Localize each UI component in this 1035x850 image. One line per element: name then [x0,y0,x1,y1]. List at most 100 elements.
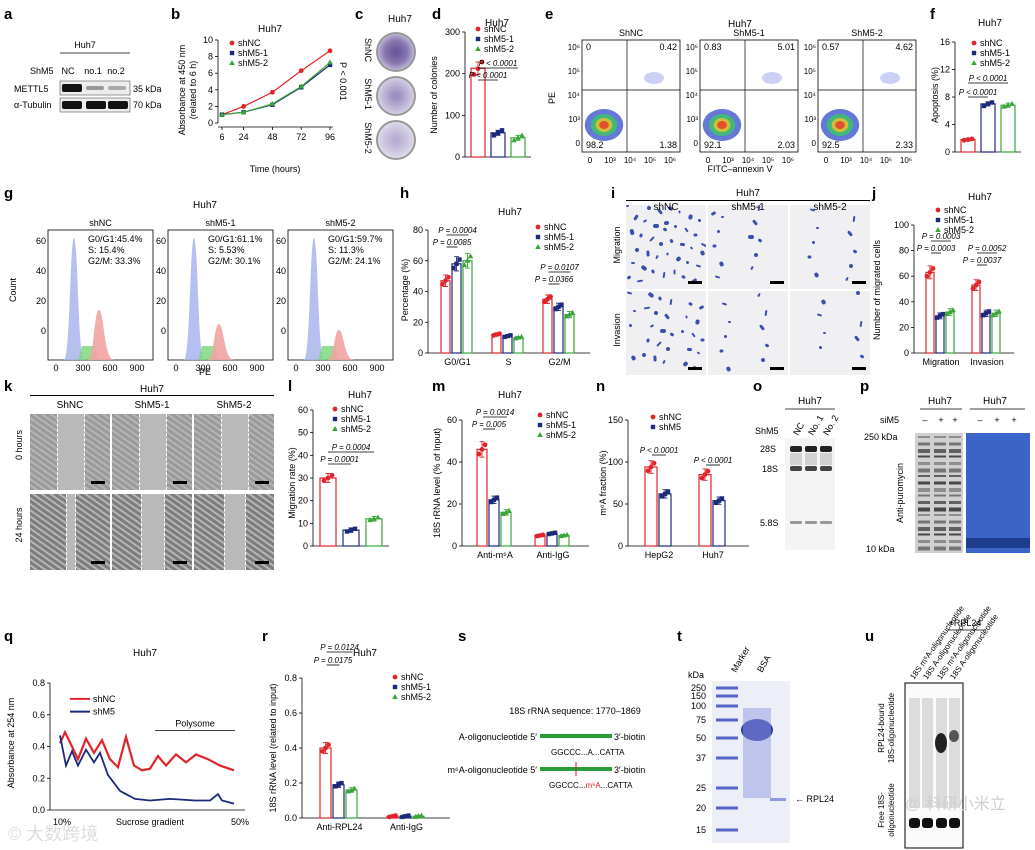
flow-plot-title: ShNC [619,28,644,38]
replicate-point [339,780,344,786]
replicate-point [645,468,651,474]
y-tick-label: 20 [899,322,909,332]
panel-p-title-2: Huh7 [983,396,1007,407]
panel-label-e: e [545,6,554,23]
sig-label: P = 0.0001 [320,455,359,464]
ladder-label: 75 [696,715,706,725]
puromycin-band [934,475,946,477]
transwell-column-label: shM5-2 [813,202,847,213]
flow-x-tick: 10⁶ [664,156,676,165]
y-tick-label: 60 [413,256,423,266]
replicate-point [446,274,451,280]
panel-d-ylabel: Number of colonies [429,56,439,134]
wound-image-0h-ShM5-2 [194,414,274,490]
panel-label-p: p [860,378,870,395]
puromycin-band [949,436,961,438]
x-tick-label: 48 [267,132,277,142]
replicate-point [491,133,497,138]
panel-e-flow-cytometry: Huh7 PE FITC–annexin V ShNC 0 0.42 98.2 1.38… [547,19,917,174]
replicate-point [559,302,564,307]
panel-q-title: Huh7 [133,648,157,659]
data-point [298,68,304,74]
free-oligo-band [909,818,920,828]
legend-marker [537,422,543,428]
sig-label: P = 0.0124 [320,643,359,652]
legend-label: shNC [944,205,967,215]
panel-c-dish-shm5-2 [376,120,416,160]
sig-label: P = 0.0004 [438,226,477,235]
panel-s-title: 18S rRNA sequence: 1770–1869 [509,706,641,716]
puromycin-band [934,436,946,438]
x-category-label: Migration [922,357,959,367]
panel-c-cell-line: Huh7 [388,14,412,25]
replicate-point [549,531,555,536]
cell-cycle-stat: G0/G1:59.7% [328,234,383,244]
puromycin-band [949,488,961,492]
replicate-point [351,785,358,791]
cell-cycle-y-tick: 20 [36,296,46,306]
replicate-point [976,279,982,285]
puromycin-band [934,501,946,504]
cell-cycle-x-tick: 300 [315,363,330,373]
quadrant-ul: 0.57 [822,42,840,52]
legend-label: shNC [546,410,569,420]
panel-i-row-migration: Migration [612,226,622,263]
y-tick-label: 50 [613,499,623,509]
puromycin-band [949,527,961,531]
cell-cycle-y-tick: 40 [156,266,166,276]
flow-x-tick: 0 [706,156,711,165]
flow-x-tick: 10⁵ [644,156,656,165]
replicate-point [479,447,485,452]
sig-label: P < 0.0001 [969,74,1008,83]
cell-cycle-y-tick: 20 [276,296,286,306]
panel-n-ylabel: m⁶A fraction (%) [598,450,608,515]
panel-s-biotin1: 3′-biotin [614,732,645,742]
cell-cycle-x-tick: 900 [249,363,264,373]
sig-label: P = 0.0004 [332,443,371,452]
cell-cycle-stat: G0/G1:61.1% [208,234,263,244]
puromycin-band [918,442,930,446]
replicate-point [564,531,570,537]
legend-label: shM5-2 [944,225,974,235]
band-18s [790,466,802,471]
panel-label-f: f [930,6,935,23]
panel-o-title: Huh7 [798,396,822,407]
panel-label-g: g [4,185,14,202]
sig-label: P = 0.0003 [922,232,961,241]
panel-c-row-labels: ShNC ShM5-1 ShM5-2 [363,38,373,154]
replicate-point [699,475,705,481]
panel-s-seq1: GGCCC...A...CATTA [551,748,625,757]
replicate-point [503,509,509,515]
y-tick-label: 80 [899,246,909,256]
wound-image-0h-ShNC [30,414,110,490]
y-tick-label: 0.0 [32,805,45,815]
cell-cycle-x-tick: 0 [293,363,298,373]
replicate-point [651,460,657,466]
free-oligo-band [922,818,933,828]
flow-y-tick: 10³ [686,115,698,124]
legend-marker [332,416,338,422]
puromycin-band [949,449,961,453]
replicate-point [986,309,992,314]
panel-c-dish-shnc [376,32,416,72]
cell-cycle-x-tick: 900 [129,363,144,373]
flow-y-tick: 10³ [568,115,580,124]
marker-band [716,786,738,790]
legend-marker [537,412,543,418]
transwell-image-migration-shM5-2 [790,205,870,289]
replicate-point [499,128,505,133]
replicate-point [996,308,1002,314]
replicate-point [981,103,987,109]
y-tick-label: 0 [455,152,460,162]
cell-cycle-stat: G2/M: 33.3% [88,256,141,266]
panel-r-ylabel: 18S rRNA level (related to input) [268,683,278,812]
replicate-point [983,311,989,316]
flow-y-tick: 10⁴ [686,91,699,100]
y-tick-label: 0.6 [32,710,45,720]
replicate-point [719,496,725,501]
panel-s-biotin2: 3′-biotin [614,765,645,775]
cell-cycle-x-tick: 600 [342,363,357,373]
replicate-point [461,262,468,268]
ladder-label: 250 [691,683,706,693]
